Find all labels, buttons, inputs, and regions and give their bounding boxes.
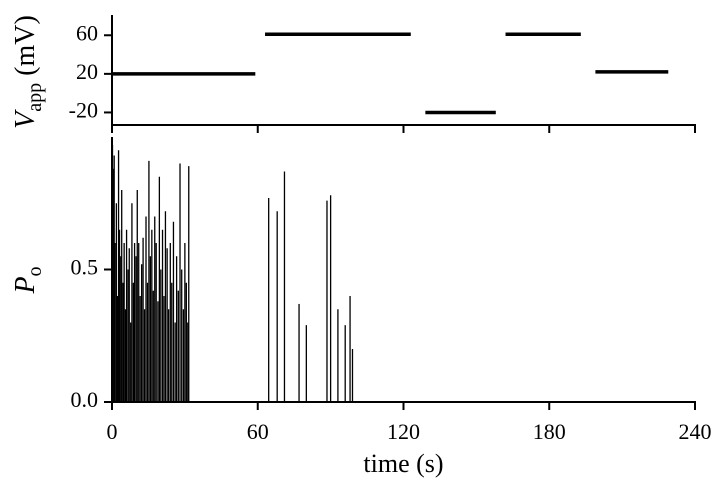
y-tick-label: 60 xyxy=(76,20,98,45)
x-tick-label: 120 xyxy=(387,419,420,444)
y-tick-label: -20 xyxy=(69,98,98,123)
x-tick-label: 180 xyxy=(533,419,566,444)
y-label-subscript: app xyxy=(24,83,46,112)
y-tick-label: 0.5 xyxy=(71,255,99,280)
x-tick-label: 60 xyxy=(247,419,269,444)
y-tick-label: 20 xyxy=(76,59,98,84)
y-axis-label: Vapp (mV) xyxy=(10,15,45,129)
x-tick-label: 240 xyxy=(679,419,712,444)
y-axis-label: Po xyxy=(10,266,45,294)
x-axis-label: time (s) xyxy=(363,449,443,478)
y-label-space xyxy=(10,76,41,83)
x-tick-label: 0 xyxy=(107,419,118,444)
y-label-symbol: P xyxy=(10,276,41,294)
y-label-unit: (mV) xyxy=(10,15,41,76)
y-label-symbol: V xyxy=(10,109,41,129)
y-tick-label: 0.0 xyxy=(71,387,99,412)
y-label-subscript: o xyxy=(24,266,46,276)
